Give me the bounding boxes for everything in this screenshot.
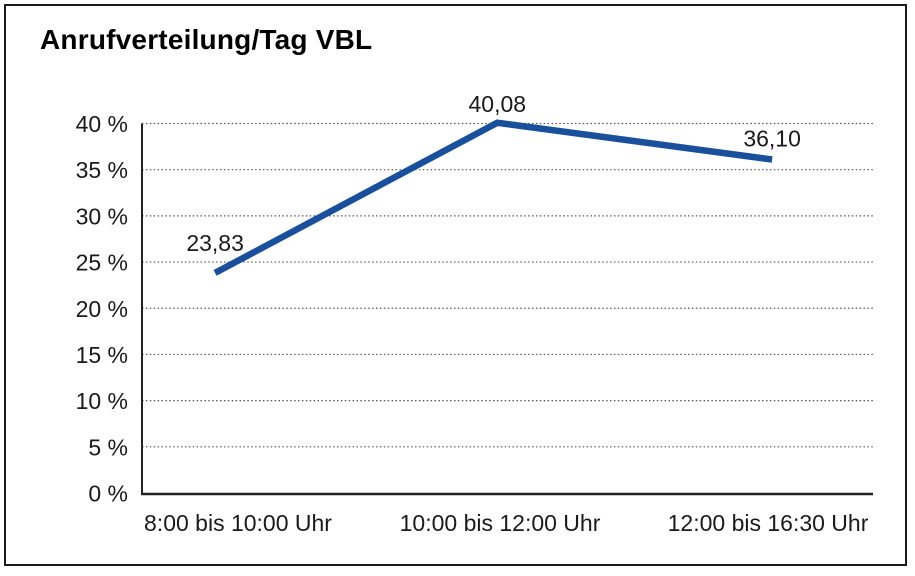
chart-frame-border [4,4,907,566]
data-point-label: 36,10 [743,126,801,152]
y-tick-label: 15 % [76,342,128,368]
y-tick-label: 40 % [76,111,128,137]
chart-title: Anrufverteilung/Tag VBL [40,24,373,55]
x-category-label: 12:00 bis 16:30 Uhr [668,510,869,536]
data-series-line [213,119,773,276]
y-tick-label: 10 % [76,388,128,414]
data-point-label: 23,83 [186,230,244,256]
y-tick-label: 35 % [76,157,128,183]
y-tick-label: 20 % [76,296,128,322]
y-tick-label: 0 % [88,481,128,507]
x-category-label: 10:00 bis 12:00 Uhr [400,510,601,536]
y-tick-label: 25 % [76,250,128,276]
y-tick-label: 5 % [88,434,128,460]
x-category-label: 8:00 bis 10:00 Uhr [144,510,332,536]
y-tick-label: 30 % [76,203,128,229]
data-point-label: 40,08 [468,91,526,117]
